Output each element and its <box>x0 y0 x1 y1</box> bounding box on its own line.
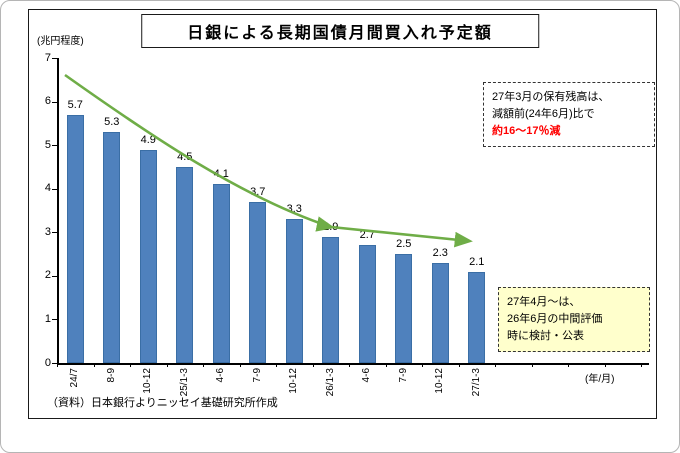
y-axis-unit-label: (兆円程度) <box>37 36 84 47</box>
x-axis <box>57 363 649 365</box>
y-tick-mark <box>52 319 57 321</box>
bar-value-label: 2.9 <box>323 220 339 233</box>
y-tick-label: 0 <box>44 356 51 369</box>
x-tick-mark <box>166 363 168 367</box>
x-tick-label: 26/1-3 <box>324 368 336 397</box>
y-tick-label: 3 <box>44 225 51 238</box>
bar <box>285 219 303 363</box>
x-tick-mark <box>641 363 642 367</box>
bar-value-label: 2.3 <box>432 246 448 259</box>
bar-value-label: 2.5 <box>396 238 412 251</box>
x-tick-mark <box>276 363 277 367</box>
x-tick-mark <box>531 363 533 367</box>
y-tick-mark <box>52 232 57 234</box>
bar <box>468 271 486 363</box>
y-tick-label: 2 <box>44 269 51 282</box>
x-tick-mark <box>349 363 350 367</box>
bar <box>358 245 376 363</box>
bar <box>322 236 340 363</box>
x-tick-mark <box>604 363 606 367</box>
x-tick-mark <box>495 363 496 367</box>
annotation-top: 27年3月の保有残高は、 減額前(24年6月)比で 約16～17％減 <box>483 82 655 148</box>
x-tick-mark <box>458 363 460 367</box>
bar <box>139 149 157 363</box>
y-tick-mark <box>52 363 57 364</box>
x-tick-mark <box>57 363 58 367</box>
x-tick-label: 10-12 <box>434 368 446 394</box>
bar-value-label: 3.7 <box>250 185 266 198</box>
y-tick-label: 6 <box>44 95 51 108</box>
annotation-highlight: 約16～17％減 <box>492 125 561 138</box>
annotation-bottom-line1: 27年4月～は、 <box>507 296 581 308</box>
x-tick-label: 4-6 <box>361 368 373 383</box>
bar-value-label: 4.5 <box>177 150 193 163</box>
x-tick-mark <box>422 363 423 367</box>
bar <box>103 132 121 363</box>
bar <box>212 184 230 363</box>
x-tick-mark <box>130 363 131 367</box>
bar <box>395 254 413 363</box>
bar <box>176 166 194 363</box>
annotation-top-line2: 減額前(24年6月)比で <box>492 108 595 121</box>
annotation-top-line1: 27年3月の保有残高は、 <box>492 91 610 103</box>
y-axis <box>57 58 59 363</box>
bar-value-label: 5.7 <box>67 98 83 111</box>
x-tick-mark <box>203 363 204 367</box>
y-tick-label: 1 <box>44 312 51 325</box>
x-tick-mark <box>239 363 241 367</box>
x-tick-label: 27/1-3 <box>470 368 482 397</box>
y-tick-label: 4 <box>44 182 51 195</box>
y-tick-mark <box>52 188 57 190</box>
bar-value-label: 4.9 <box>140 133 156 146</box>
x-tick-mark <box>385 363 387 367</box>
y-tick-mark <box>52 101 57 103</box>
chart-title: 日銀による長期国債月間買入れ予定額 <box>141 14 539 48</box>
x-tick-mark <box>93 363 95 367</box>
annotation-bottom-line2: 26年6月の中間評価 <box>507 313 603 326</box>
x-tick-mark <box>568 363 569 367</box>
annotation-bottom: 27年4月～は、 26年6月の中間評価 時に検討・公表 <box>498 287 650 353</box>
bar-value-label: 2.7 <box>359 229 375 242</box>
y-tick-label: 5 <box>44 138 51 151</box>
x-tick-label: 10-12 <box>288 368 300 394</box>
source-note: （資料）日本銀行よりニッセイ基礎研究所作成 <box>47 397 278 409</box>
y-tick-mark <box>52 145 57 147</box>
y-tick-label: 7 <box>44 51 51 64</box>
y-tick-mark <box>52 275 57 277</box>
y-tick-mark <box>52 58 57 59</box>
bar <box>249 201 267 363</box>
x-tick-mark <box>312 363 314 367</box>
bar <box>431 262 449 363</box>
x-tick-label: 7-9 <box>397 368 409 383</box>
x-axis-unit-label: (年/月) <box>585 374 615 385</box>
bar-value-label: 3.3 <box>286 203 302 216</box>
bar-value-label: 4.1 <box>213 168 229 181</box>
bar-value-label: 5.3 <box>104 116 120 129</box>
bar <box>66 114 84 363</box>
annotation-bottom-line3: 時に検討・公表 <box>507 330 584 343</box>
bar-value-label: 2.1 <box>469 255 485 268</box>
chart-frame <box>28 9 657 419</box>
